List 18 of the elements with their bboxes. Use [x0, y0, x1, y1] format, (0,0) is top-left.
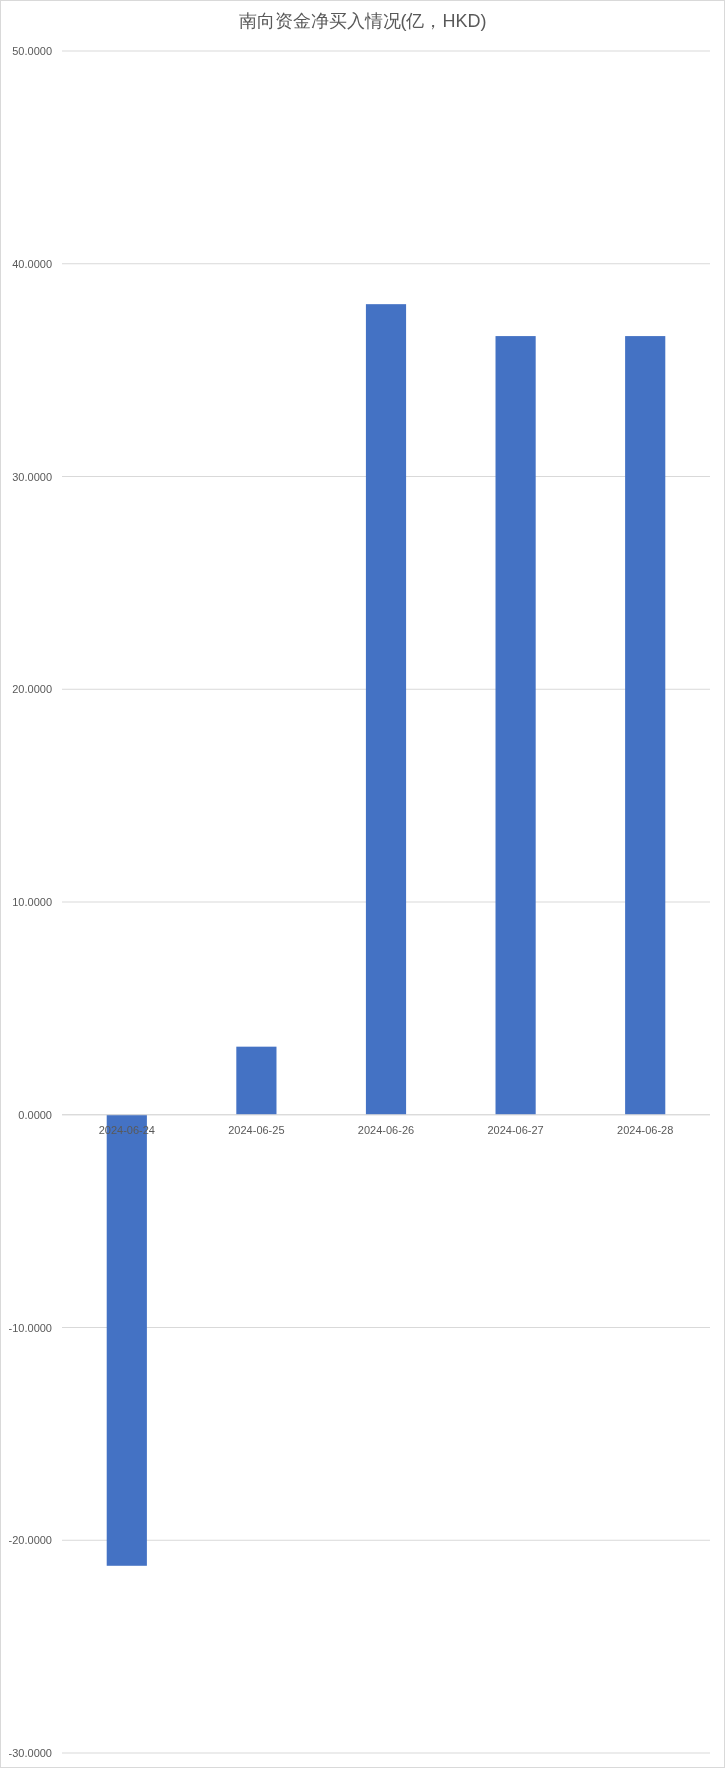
y-tick-label: -30.0000 — [8, 1747, 52, 1759]
y-tick-label: -10.0000 — [8, 1321, 52, 1334]
bar — [495, 336, 536, 1115]
bar — [236, 1046, 277, 1115]
x-tick-label: 2024-06-28 — [617, 1123, 674, 1136]
y-tick-label: 30.0000 — [12, 470, 52, 483]
y-tick-label: 10.0000 — [12, 896, 52, 908]
x-tick-label: 2024-06-26 — [357, 1123, 415, 1136]
bar — [365, 304, 407, 1115]
chart-title: 南向资金净买入情况(亿，HKD) — [238, 11, 487, 31]
y-tick-label: 0.0000 — [18, 1108, 52, 1121]
x-tick-label: 2024-06-27 — [487, 1123, 544, 1136]
bar — [625, 336, 666, 1115]
y-tick-label: -20.0000 — [8, 1534, 52, 1547]
x-tick-label: 2024-06-25 — [228, 1123, 285, 1136]
y-tick-label: 20.0000 — [12, 683, 52, 696]
y-tick-label: 40.0000 — [12, 257, 52, 270]
y-tick-label: 50.0000 — [12, 45, 52, 57]
